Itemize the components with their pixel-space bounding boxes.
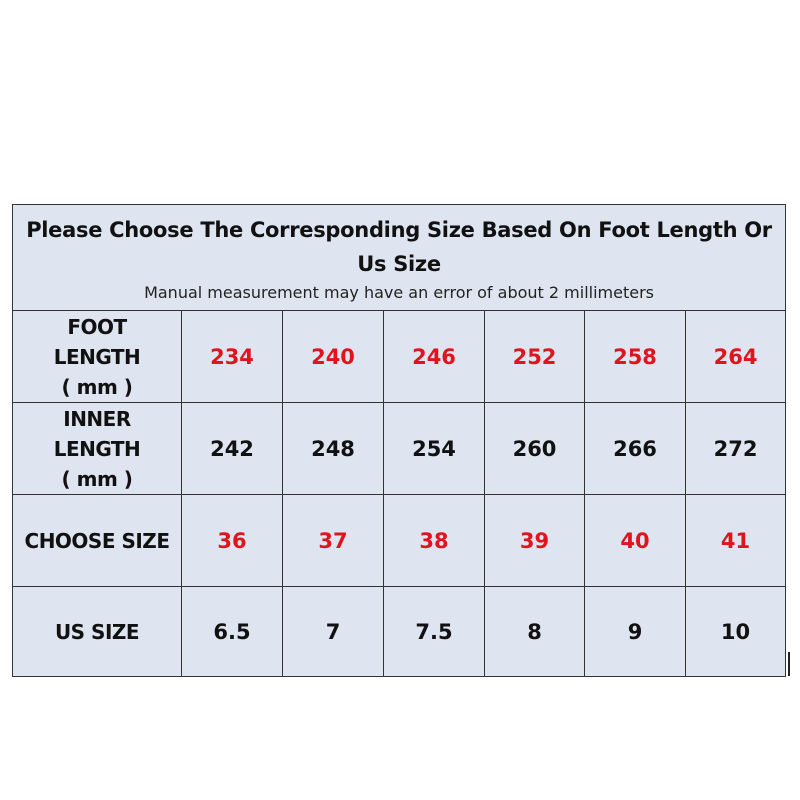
- header-row: Please Choose The Corresponding Size Bas…: [11, 204, 787, 311]
- size-chart: Please Choose The Corresponding Size Bas…: [11, 204, 787, 677]
- size-cell: 6.5: [181, 586, 283, 677]
- table-row: CHOOSE SIZE 36 37 38 39 40 41: [12, 494, 787, 587]
- size-cell: 41: [684, 494, 787, 587]
- size-cell: 272: [684, 402, 787, 495]
- label-line: ( mm ): [61, 466, 133, 491]
- size-cell: 9: [584, 586, 686, 677]
- subtitle: Manual measurement may have an error of …: [144, 283, 654, 302]
- size-cell: 242: [181, 402, 283, 495]
- header-cell: Please Choose The Corresponding Size Bas…: [11, 204, 787, 311]
- label-line: ( mm ): [61, 374, 133, 399]
- title: Please Choose The Corresponding Size Bas…: [26, 218, 772, 276]
- row-label: FOOT LENGTH ( mm ): [12, 310, 182, 403]
- size-cell: 252: [484, 310, 585, 403]
- label-line: INNER: [63, 406, 131, 431]
- size-cell: 248: [282, 402, 384, 495]
- size-cell: 240: [282, 310, 384, 403]
- size-cell: 37: [282, 494, 384, 587]
- size-cell: 264: [684, 310, 787, 403]
- size-cell: 36: [181, 494, 283, 587]
- label-line: US SIZE: [54, 619, 140, 644]
- size-cell: 39: [484, 494, 585, 587]
- table-row: US SIZE 6.5 7 7.5 8 9 10: [12, 586, 787, 677]
- label-line: LENGTH: [53, 344, 141, 369]
- size-cell: 40: [584, 494, 686, 587]
- size-cell: 38: [383, 494, 485, 587]
- size-cell: 254: [383, 402, 485, 495]
- size-cell: 7: [282, 586, 384, 677]
- size-cell: 10: [684, 586, 787, 677]
- size-cell: 8: [484, 586, 585, 677]
- label-line: CHOOSE SIZE: [24, 528, 170, 553]
- size-cell: 234: [181, 310, 283, 403]
- size-cell: 7.5: [383, 586, 485, 677]
- cursor-mark: [788, 652, 790, 676]
- size-table: Please Choose The Corresponding Size Bas…: [11, 204, 787, 677]
- size-cell: 266: [584, 402, 686, 495]
- size-cell: 246: [383, 310, 485, 403]
- row-label: INNER LENGTH ( mm ): [12, 402, 182, 495]
- table-row: FOOT LENGTH ( mm ) 234 240 246 252 258 264: [12, 310, 787, 403]
- size-cell: 258: [584, 310, 686, 403]
- label-line: LENGTH: [53, 436, 141, 461]
- size-cell: 260: [484, 402, 585, 495]
- row-label: CHOOSE SIZE: [12, 494, 182, 587]
- label-line: FOOT: [67, 314, 127, 339]
- row-label: US SIZE: [12, 586, 182, 677]
- table-row: INNER LENGTH ( mm ) 242 248 254 260 266 272: [12, 402, 787, 495]
